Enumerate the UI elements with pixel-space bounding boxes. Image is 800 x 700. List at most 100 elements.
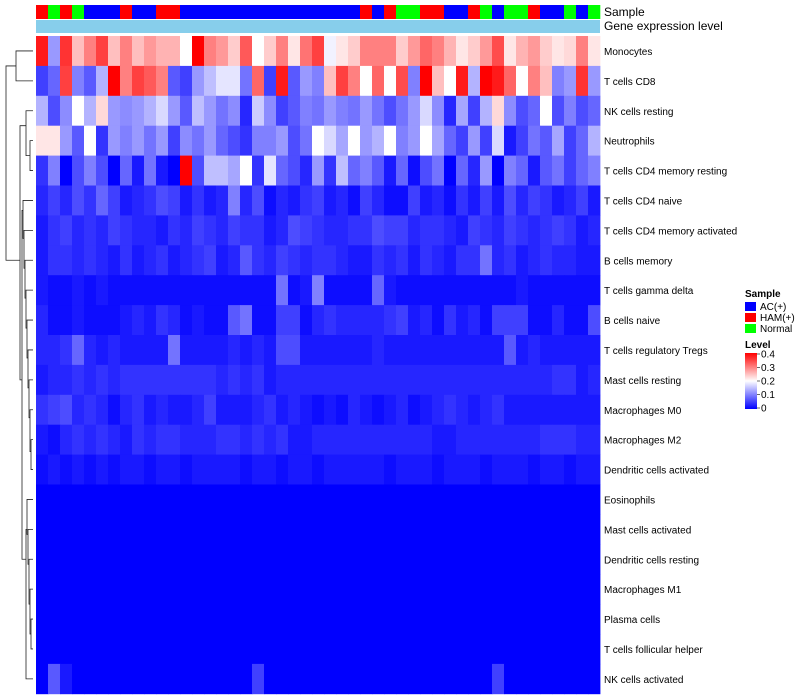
heatmap-cell bbox=[408, 125, 421, 156]
heatmap-cell bbox=[552, 275, 565, 306]
heatmap-cell bbox=[588, 36, 601, 67]
heatmap-cell bbox=[312, 245, 325, 276]
row-dendrogram bbox=[5, 50, 33, 680]
heatmap-cell bbox=[192, 364, 205, 396]
heatmap-cell bbox=[444, 335, 457, 366]
heatmap-cell bbox=[180, 604, 193, 635]
heatmap-cell bbox=[192, 574, 205, 605]
heatmap-cell bbox=[132, 663, 145, 695]
heatmap-cell bbox=[156, 335, 169, 366]
heatmap-cell bbox=[492, 394, 505, 426]
heatmap-cell bbox=[444, 125, 457, 156]
heatmap-cell bbox=[132, 215, 145, 246]
heatmap-cell bbox=[432, 215, 445, 246]
heatmap-cell bbox=[336, 604, 349, 635]
heatmap-cell bbox=[72, 215, 85, 246]
heatmap-cell bbox=[228, 663, 241, 695]
heatmap-cell bbox=[36, 36, 49, 67]
heatmap-cell bbox=[372, 125, 385, 156]
heatmap-cell bbox=[444, 305, 457, 336]
heatmap-cell bbox=[456, 484, 469, 515]
heatmap-cell bbox=[72, 364, 85, 396]
heatmap-cell bbox=[96, 335, 109, 366]
heatmap-cell bbox=[504, 215, 517, 246]
heatmap-cell bbox=[504, 335, 517, 366]
heatmap-cell bbox=[432, 65, 445, 97]
heatmap-cell bbox=[168, 125, 181, 156]
heatmap-cell bbox=[528, 335, 541, 366]
heatmap-cell bbox=[480, 484, 493, 515]
legend-swatch-ac bbox=[745, 302, 756, 311]
heatmap-cell bbox=[504, 185, 517, 216]
heatmap-cell bbox=[144, 36, 157, 67]
legend-label-ham: HAM(+) bbox=[760, 313, 795, 324]
heatmap-cell bbox=[492, 185, 505, 216]
heatmap-cell bbox=[396, 604, 409, 635]
heatmap-cell bbox=[228, 364, 241, 396]
heatmap-cell bbox=[336, 484, 349, 515]
heatmap-cell bbox=[480, 424, 493, 455]
heatmap-cell bbox=[240, 454, 253, 485]
heatmap-cell bbox=[468, 155, 481, 186]
heatmap-cell bbox=[108, 544, 121, 575]
heatmap-cell bbox=[204, 65, 217, 97]
heatmap-cell bbox=[360, 574, 373, 605]
heatmap-cell bbox=[180, 663, 193, 695]
heatmap-cell bbox=[228, 155, 241, 186]
heatmap-cell bbox=[144, 155, 157, 186]
heatmap-cell bbox=[588, 364, 601, 396]
heatmap-cell bbox=[492, 335, 505, 366]
heatmap-cell bbox=[240, 663, 253, 695]
heatmap-cell bbox=[372, 424, 385, 455]
heatmap-cell bbox=[108, 185, 121, 216]
heatmap-cell bbox=[516, 185, 529, 216]
heatmap-cell bbox=[468, 36, 481, 67]
heatmap-cell bbox=[108, 604, 121, 635]
heatmap-cell bbox=[540, 245, 553, 276]
heatmap-cell bbox=[588, 484, 601, 515]
heatmap-cell bbox=[504, 155, 517, 186]
heatmap-cell bbox=[132, 364, 145, 396]
heatmap-cell bbox=[120, 544, 133, 575]
heatmap-cell bbox=[576, 125, 589, 156]
heatmap-cell bbox=[264, 634, 277, 665]
heatmap-cell bbox=[84, 245, 97, 276]
heatmap-cell bbox=[564, 245, 577, 276]
heatmap-cell bbox=[168, 275, 181, 306]
heatmap-cell bbox=[480, 275, 493, 306]
heatmap-cell bbox=[60, 663, 73, 695]
heatmap-cell bbox=[456, 394, 469, 426]
heatmap-cell bbox=[180, 95, 193, 127]
heatmap-cell bbox=[120, 155, 133, 186]
heatmap-cell bbox=[384, 574, 397, 605]
heatmap-cell bbox=[480, 663, 493, 695]
heatmap-cell bbox=[276, 305, 289, 336]
heatmap-cell bbox=[84, 424, 97, 455]
heatmap-cell bbox=[300, 574, 313, 605]
heatmap-cell bbox=[204, 574, 217, 605]
heatmap-cell bbox=[372, 364, 385, 396]
heatmap-cell bbox=[216, 484, 229, 515]
heatmap-cell bbox=[300, 454, 313, 485]
heatmap-cell bbox=[492, 634, 505, 665]
heatmap-cell bbox=[336, 574, 349, 605]
heatmap-cell bbox=[192, 424, 205, 455]
heatmap-cell bbox=[492, 484, 505, 515]
heatmap-cell bbox=[396, 364, 409, 396]
heatmap-cell bbox=[108, 245, 121, 276]
heatmap-cell bbox=[240, 155, 253, 186]
sample-annotation-bar bbox=[36, 5, 601, 19]
heatmap-cell bbox=[324, 95, 337, 127]
heatmap-cell bbox=[564, 215, 577, 246]
heatmap-cell bbox=[168, 514, 181, 545]
heatmap-cell bbox=[84, 364, 97, 396]
sample-annotation-cell bbox=[168, 5, 181, 19]
heatmap-cell bbox=[180, 544, 193, 575]
legend-swatch-normal bbox=[745, 324, 756, 333]
heatmap-cell bbox=[540, 305, 553, 336]
sample-annotation-cell bbox=[528, 5, 541, 19]
heatmap-cell bbox=[120, 95, 133, 127]
heatmap-cell bbox=[192, 634, 205, 665]
heatmap-cell bbox=[72, 65, 85, 97]
sample-annotation-cell bbox=[564, 5, 577, 19]
